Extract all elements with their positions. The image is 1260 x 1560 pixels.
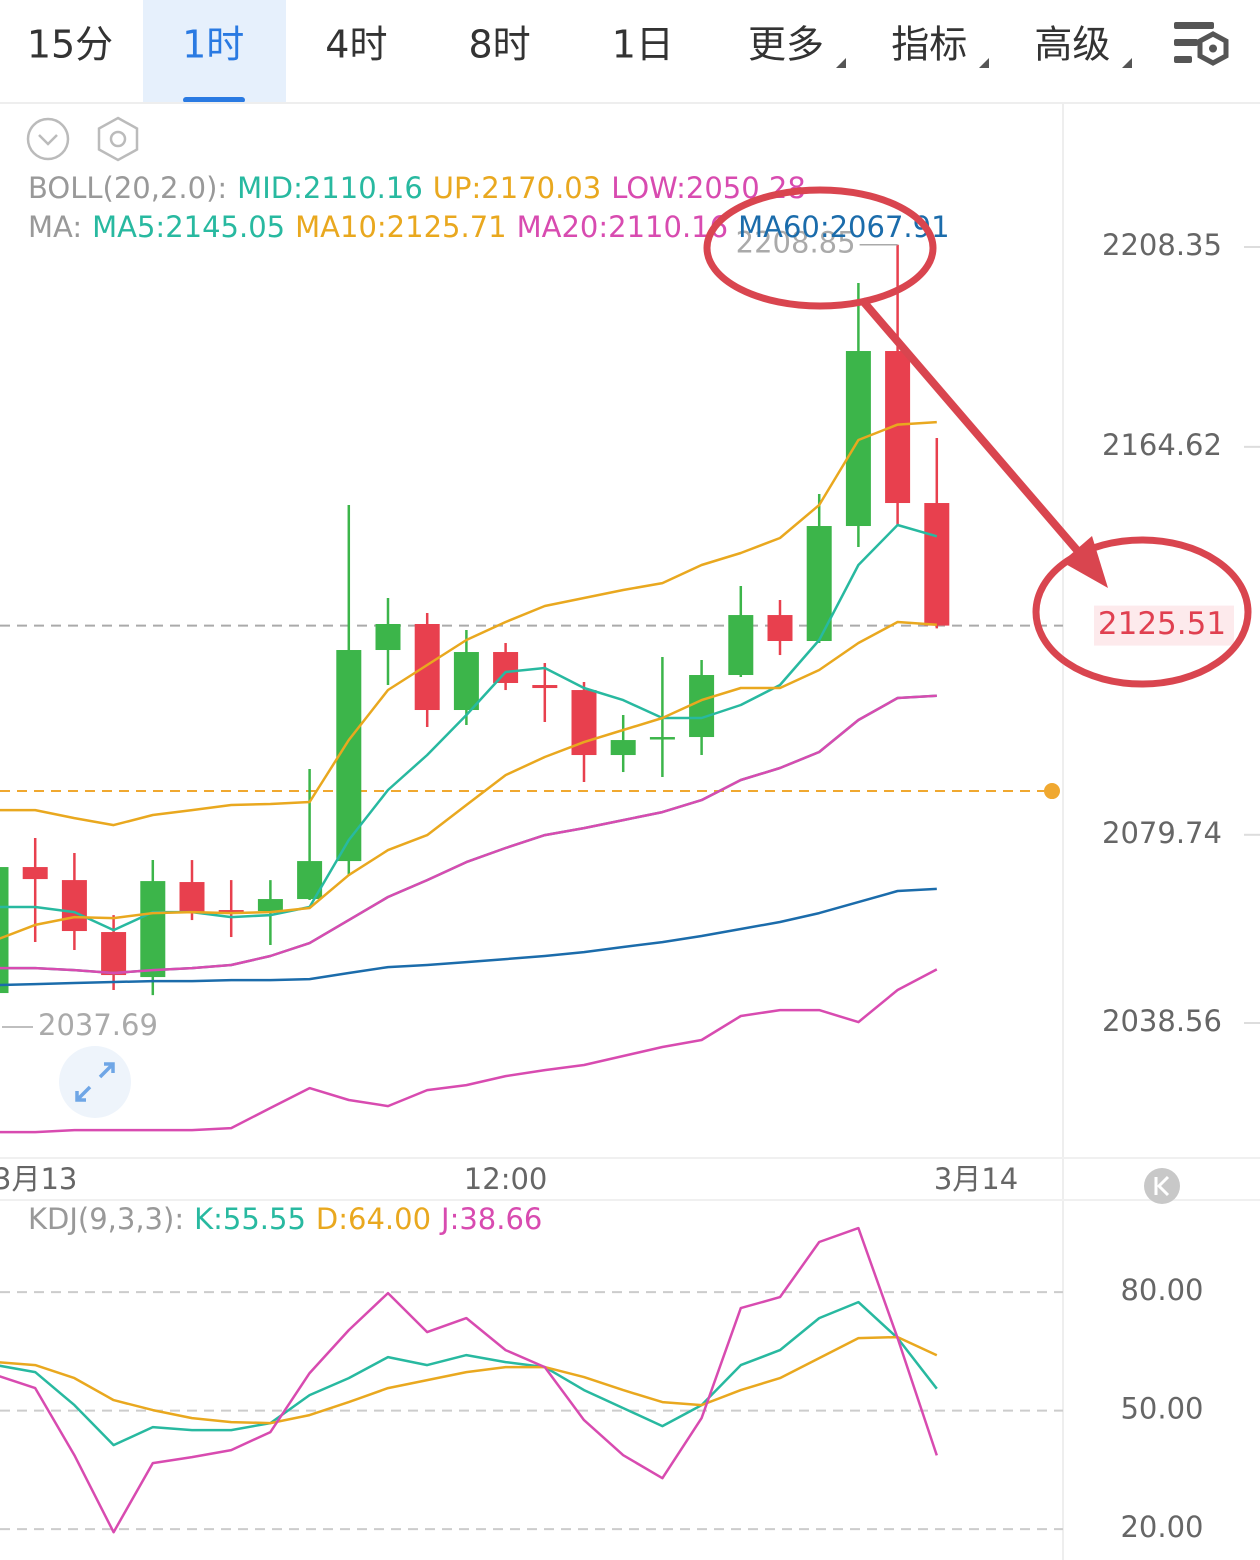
- settings-button[interactable]: [1174, 22, 1229, 66]
- candle-body: [257, 899, 283, 912]
- arrow-head: [1062, 536, 1108, 588]
- indicator-settings-button[interactable]: [97, 116, 139, 162]
- dropdown-indicator: [979, 58, 989, 68]
- candle-body: [649, 737, 675, 740]
- y-tick-label: 2164.62: [1102, 428, 1222, 462]
- reference-dot: [1044, 783, 1060, 800]
- candle-body: [493, 652, 519, 684]
- x-tick-label: 3月13: [0, 1162, 77, 1196]
- legend-title: KDJ(9,3,3):: [28, 1202, 184, 1236]
- dropdown-indicator: [836, 58, 846, 68]
- candle-body: [218, 910, 244, 913]
- candle-body: [140, 881, 166, 978]
- tab[interactable]: 8时: [469, 23, 531, 67]
- active-tab-bg: [143, 0, 286, 103]
- candle-body: [414, 624, 440, 711]
- indicator-line: [0, 887, 937, 987]
- expand-button[interactable]: [59, 1046, 131, 1118]
- legend: KDJ(9,3,3): K:55.55 D:64.00 J:38.66: [28, 1202, 542, 1236]
- x-tick-label: 12:00: [464, 1162, 548, 1196]
- highlight-circle: [703, 186, 937, 310]
- y-tick-label: 2208.35: [1102, 228, 1222, 262]
- indicator-line: [0, 694, 937, 975]
- candle-body: [924, 503, 950, 626]
- legend-entry: MA10:2125.71: [295, 210, 506, 244]
- legend: BOLL(20,2.0): MID:2110.16 UP:2170.03 LOW:20…: [28, 171, 806, 205]
- indicator-line: [0, 620, 937, 940]
- user-annotation: [703, 186, 1252, 688]
- legend-entry: LOW:2050.28: [611, 171, 806, 205]
- y-tick-label: 2079.74: [1102, 816, 1222, 850]
- active-tab-underline: [183, 97, 245, 103]
- tab[interactable]: 4时: [325, 23, 387, 67]
- y-tick-label: 2038.56: [1102, 1004, 1222, 1038]
- collapse-button[interactable]: [26, 117, 70, 161]
- y-tick-label: 80.00: [1120, 1273, 1203, 1307]
- tab[interactable]: 1日: [612, 23, 674, 67]
- tab[interactable]: 15分: [27, 23, 113, 67]
- last-price-tag: [1094, 605, 1234, 646]
- candle-body: [22, 867, 48, 880]
- indicator-line: [0, 1226, 938, 1534]
- candle-body: [0, 867, 9, 994]
- legend-title: BOLL(20,2.0):: [28, 171, 227, 205]
- candle-body: [610, 740, 636, 756]
- legend-entry: MA20:2110.16: [517, 210, 728, 244]
- y-tick-label: 20.00: [1120, 1510, 1203, 1544]
- tab[interactable]: 指标: [891, 23, 967, 67]
- candle-body: [61, 880, 87, 932]
- candle-body: [845, 351, 871, 527]
- tab[interactable]: 高级: [1034, 23, 1110, 67]
- dropdown-indicator: [1122, 58, 1132, 68]
- indicator-line: [0, 968, 938, 1134]
- legend-entry: UP:2170.03: [433, 171, 601, 205]
- indicator-line: [0, 420, 937, 827]
- legend-entry: D:64.00: [316, 1202, 431, 1236]
- tab[interactable]: 更多: [748, 23, 824, 67]
- legend-title: MA:: [28, 210, 82, 244]
- plot-area: 2208.35 2164.62 2079.74 2038.56 3月13 12:00 3月1…: [0, 171, 1260, 1544]
- x-tick-label: 3月14: [934, 1162, 1018, 1196]
- legend-entry: MA5:2145.05: [92, 210, 285, 244]
- legend: MA: MA5:2145.05 MA10:2125.71 MA20:2110.16 MA…: [28, 210, 950, 244]
- candle-body: [689, 675, 715, 738]
- legend-entry: J:38.66: [439, 1202, 542, 1236]
- indicator-line: [0, 1335, 938, 1425]
- back-to-latest-button[interactable]: [1144, 1168, 1180, 1204]
- candle-body: [532, 685, 558, 689]
- indicator-line: [0, 1300, 938, 1447]
- y-tick-label: 50.00: [1120, 1392, 1203, 1426]
- high-label: 2208.85: [736, 226, 856, 260]
- candle-body: [101, 932, 127, 976]
- arrow-shaft: [858, 297, 1086, 559]
- legend-entry: K:55.55: [194, 1202, 306, 1236]
- candle-body: [179, 882, 205, 913]
- last-price-label: 2125.51: [1098, 606, 1226, 642]
- low-label: 2037.69: [38, 1008, 158, 1042]
- candle-body: [453, 652, 479, 711]
- candle-body: [728, 615, 754, 676]
- highlight-circle: [1032, 536, 1252, 688]
- toolbar: 15分 1时 4时 8时 1日 更多 指标 高级: [0, 0, 1260, 104]
- candle-body: [336, 650, 362, 862]
- candle-body: [767, 615, 793, 642]
- candle-body: [375, 624, 401, 651]
- legend-entry: MID:2110.16: [237, 171, 423, 205]
- tab[interactable]: 1时: [182, 23, 244, 67]
